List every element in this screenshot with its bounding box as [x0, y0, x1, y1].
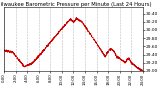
Title: Milwaukee Barometric Pressure per Minute (Last 24 Hours): Milwaukee Barometric Pressure per Minute… [0, 2, 151, 7]
